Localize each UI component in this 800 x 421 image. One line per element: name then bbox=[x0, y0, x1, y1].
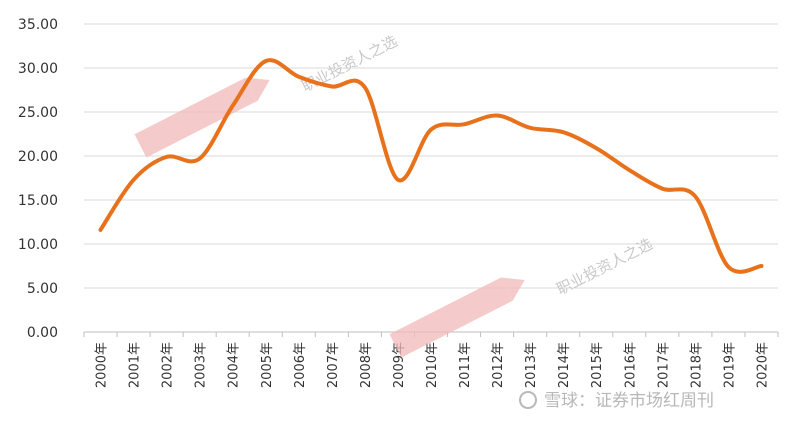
y-axis-ticks: 0.00 5.00 10.00 15.00 20.00 25.00 30.00 35.00 bbox=[18, 17, 58, 341]
watermark-slogan-upper: 职业投资人之选 bbox=[299, 32, 401, 96]
x-tick-label: 2010年 bbox=[425, 342, 440, 388]
x-tick-label: 2019年 bbox=[722, 342, 737, 388]
x-tick-label: 2008年 bbox=[359, 342, 374, 388]
x-tick-label: 2005年 bbox=[260, 342, 275, 388]
watermark-stamp-lower bbox=[389, 277, 525, 358]
y-tick-label: 20.00 bbox=[18, 149, 58, 165]
x-tick-label: 2003年 bbox=[194, 342, 209, 388]
watermark-stamp-upper bbox=[134, 77, 270, 158]
x-tick-label: 2001年 bbox=[128, 342, 143, 388]
series-line bbox=[98, 58, 764, 274]
x-tick-label: 2014年 bbox=[557, 342, 572, 388]
y-tick-label: 25.00 bbox=[18, 105, 58, 121]
y-tick-label: 10.00 bbox=[18, 237, 58, 253]
x-tick-label: 2016年 bbox=[623, 342, 638, 388]
x-tick-label: 2011年 bbox=[458, 342, 473, 388]
x-tick-label: 2015年 bbox=[590, 342, 605, 388]
credit-text: 雪球：证券市场红周刊 bbox=[544, 391, 714, 411]
watermark-stamp-lower-flag bbox=[500, 277, 525, 301]
x-tick-label: 2012年 bbox=[491, 342, 506, 388]
watermark-stamp-upper-banner bbox=[134, 77, 258, 158]
x-tick-label: 2000年 bbox=[95, 342, 110, 388]
credit-watermark: 雪球：证券市场红周刊 bbox=[519, 391, 714, 411]
y-tick-label: 30.00 bbox=[18, 61, 58, 77]
x-axis-ticks: 2000年 2001年 2002年 2003年 2004年 2005年 2006年 2007年… bbox=[95, 342, 771, 388]
gridlines bbox=[84, 23, 778, 289]
x-tick-label: 2020年 bbox=[755, 342, 770, 388]
watermark-stamp-lower-banner bbox=[389, 277, 513, 358]
y-tick-label: 15.00 bbox=[18, 193, 58, 209]
y-tick-label: 5.00 bbox=[27, 281, 58, 297]
x-tick-label: 2002年 bbox=[161, 342, 176, 388]
x-tick-label: 2004年 bbox=[227, 342, 242, 388]
x-tick-label: 2017年 bbox=[656, 342, 671, 388]
y-tick-label: 0.00 bbox=[27, 325, 58, 341]
x-tick-label: 2013年 bbox=[524, 342, 539, 388]
x-tick-label: 2006年 bbox=[293, 342, 308, 388]
watermark-stamp-upper-flag bbox=[245, 77, 270, 101]
y-tick-label: 35.00 bbox=[18, 17, 58, 33]
snowball-logo-icon bbox=[519, 391, 537, 409]
x-tick-label: 2018年 bbox=[689, 342, 704, 388]
x-tick-label: 2007年 bbox=[326, 342, 341, 388]
